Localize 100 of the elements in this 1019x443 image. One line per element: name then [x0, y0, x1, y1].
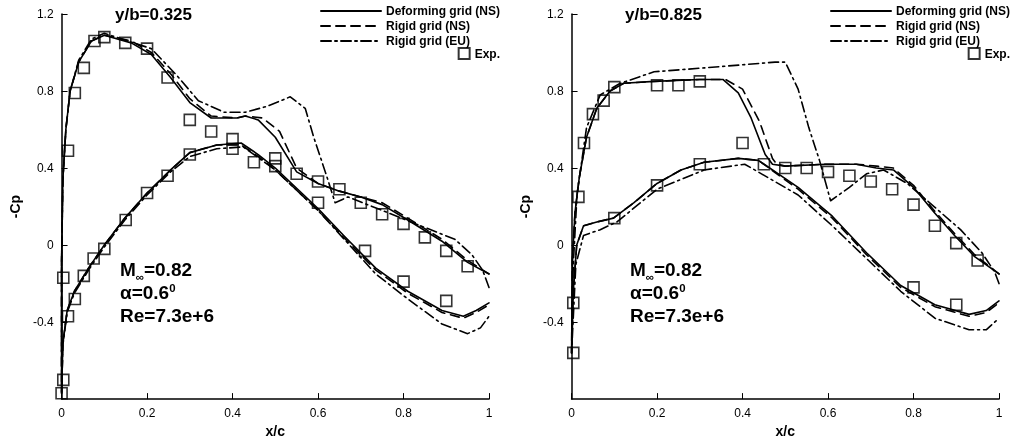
- point: [736, 136, 749, 150]
- point: [397, 275, 410, 288]
- annotation: y/b=0.825: [625, 5, 703, 24]
- x-tick-label: 0.8: [905, 406, 923, 421]
- point: [397, 217, 410, 231]
- point: [608, 80, 621, 94]
- point: [577, 136, 591, 150]
- point: [949, 236, 963, 250]
- point: [68, 292, 82, 306]
- y-tick-label: 0.4: [36, 161, 54, 176]
- point: [608, 211, 621, 225]
- point: [161, 169, 174, 183]
- legend-label: Rigid grid (NS): [386, 19, 471, 33]
- point: [56, 373, 70, 387]
- point: [311, 196, 325, 209]
- point: [55, 387, 68, 400]
- point: [61, 310, 75, 323]
- annotation: α=0.6$^{0}$: [120, 282, 176, 304]
- point: [757, 157, 771, 171]
- annotation: M$_{∞}$=0.82: [120, 259, 193, 284]
- point: [77, 61, 91, 75]
- y-tick-label: 0.8: [546, 84, 564, 99]
- legend-label: Exp.: [474, 46, 500, 61]
- x-axis-title: x/c: [265, 423, 286, 439]
- point: [268, 159, 282, 173]
- point: [98, 242, 111, 256]
- y-tick-label: 0.4: [546, 161, 564, 176]
- y-tick-label: 1.2: [36, 7, 54, 21]
- point: [183, 113, 197, 127]
- point: [354, 196, 368, 209]
- x-tick-label: 1: [485, 406, 493, 421]
- point: [885, 182, 899, 196]
- y-tick-label: 0: [46, 238, 54, 253]
- legend-label: Rigid grid (NS): [896, 19, 981, 33]
- point: [439, 244, 453, 258]
- x-tick-label: 1: [995, 406, 1003, 421]
- point: [907, 198, 920, 211]
- point: [118, 36, 132, 50]
- point: [971, 254, 984, 267]
- point: [226, 142, 239, 156]
- x-tick-label: 0.4: [224, 406, 242, 421]
- point: [439, 294, 453, 308]
- point: [77, 269, 91, 283]
- y-tick-label: 1.2: [546, 7, 564, 21]
- x-tick-label: 0.2: [138, 406, 156, 421]
- point: [597, 94, 610, 107]
- point: [693, 75, 707, 88]
- point: [928, 219, 942, 233]
- point: [140, 186, 154, 200]
- point: [461, 259, 474, 273]
- point: [650, 78, 664, 92]
- legend-label: Exp.: [984, 46, 1010, 61]
- y-tick-label: -0.4: [32, 315, 54, 330]
- legend-label: Deforming grid (NS): [386, 4, 501, 18]
- point: [358, 244, 372, 258]
- y-tick-label: 0.8: [36, 84, 54, 99]
- point: [290, 167, 303, 181]
- x-tick-label: 0.2: [648, 406, 666, 421]
- point: [87, 252, 100, 265]
- point: [821, 165, 835, 179]
- x-tick-label: 0.6: [819, 406, 837, 421]
- y-tick-label: -0.4: [542, 315, 564, 330]
- point: [566, 346, 580, 360]
- point: [907, 281, 920, 294]
- point: [268, 152, 282, 165]
- point: [88, 34, 101, 48]
- annotation: Re=7.3e+6: [120, 305, 215, 326]
- point: [693, 157, 707, 171]
- annotation: Re=7.3e+6: [630, 305, 725, 326]
- x-axis-title: x/c: [775, 423, 796, 439]
- annotation: M$_{∞}$=0.82: [630, 259, 703, 284]
- x-tick-label: 0.6: [309, 406, 327, 421]
- legend-label: Rigid grid (EU): [896, 34, 981, 48]
- point: [778, 161, 792, 175]
- legend-label: Rigid grid (EU): [386, 34, 471, 48]
- point: [61, 144, 75, 158]
- y-axis-title: -Cp: [7, 194, 23, 219]
- point: [140, 42, 154, 55]
- point: [375, 207, 389, 221]
- point: [864, 175, 878, 188]
- x-tick-label: 0.8: [395, 406, 413, 421]
- point: [204, 125, 218, 138]
- x-tick-label: 0: [58, 406, 66, 421]
- point: [183, 148, 197, 161]
- y-axis-title: -Cp: [517, 194, 533, 219]
- point: [247, 155, 261, 169]
- point: [333, 182, 346, 196]
- point: [566, 296, 580, 310]
- legend-label: Deforming grid (NS): [896, 4, 1011, 18]
- point: [119, 213, 132, 227]
- point: [68, 86, 82, 100]
- point: [800, 161, 813, 175]
- point: [98, 30, 111, 44]
- point: [418, 231, 432, 244]
- x-tick-label: 0: [568, 406, 576, 421]
- point: [843, 169, 856, 183]
- point: [161, 71, 174, 84]
- y-tick-label: 0: [556, 238, 564, 253]
- point: [56, 271, 70, 285]
- point: [949, 298, 963, 312]
